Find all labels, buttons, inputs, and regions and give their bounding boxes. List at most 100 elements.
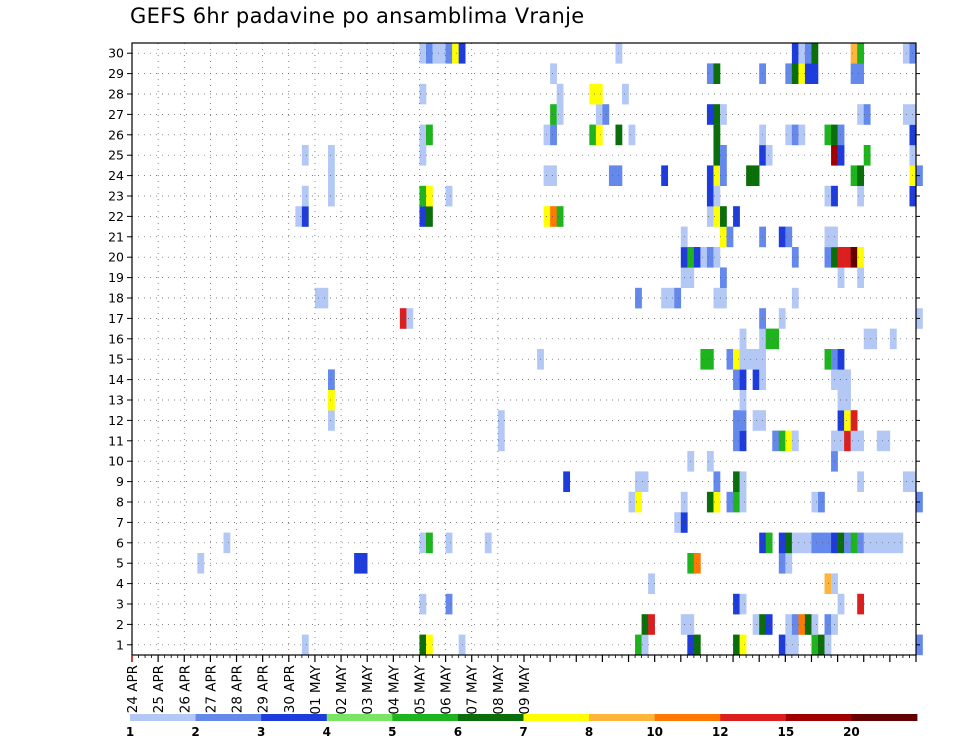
y-tick-label: 26 xyxy=(108,127,124,142)
heatmap-cell xyxy=(707,247,714,268)
heatmap-cell xyxy=(825,227,832,248)
x-tick-label: 05 MAY xyxy=(412,664,428,714)
y-tick-label: 14 xyxy=(108,372,124,387)
heatmap-cell xyxy=(740,349,747,370)
x-tick-label: 07 MAY xyxy=(465,664,481,714)
heatmap-cell xyxy=(707,165,714,186)
heatmap-cell xyxy=(354,553,361,574)
heatmap-cell xyxy=(766,614,773,635)
heatmap-cell xyxy=(740,471,747,492)
y-tick-label: 2 xyxy=(116,617,124,632)
heatmap-cell xyxy=(223,533,230,554)
heatmap-cell xyxy=(740,492,747,513)
heatmap-cell xyxy=(844,247,851,268)
chart-title: GEFS 6hr padavine po ansamblima Vranje xyxy=(130,4,584,28)
heatmap-cell xyxy=(720,206,727,227)
heatmap-cell xyxy=(602,104,609,125)
colorbar-label: 4 xyxy=(323,725,331,739)
heatmap-cell xyxy=(825,614,832,635)
heatmap-cell xyxy=(838,247,845,268)
heatmap-cell xyxy=(661,288,668,309)
y-tick-label: 1 xyxy=(116,637,124,652)
y-tick-label: 20 xyxy=(108,250,124,265)
heatmap-cell xyxy=(302,635,309,656)
colorbar-swatch xyxy=(524,714,590,721)
heatmap-cell xyxy=(766,533,773,554)
heatmap-cell xyxy=(825,533,832,554)
heatmap-cell xyxy=(720,227,727,248)
y-tick-label: 25 xyxy=(108,148,124,163)
heatmap-cell xyxy=(707,186,714,207)
heatmap-cell xyxy=(550,165,557,186)
heatmap-cell xyxy=(707,63,714,84)
heatmap-cell xyxy=(668,288,675,309)
y-tick-label: 18 xyxy=(108,291,124,306)
heatmap-cell xyxy=(883,533,890,554)
colorbar-swatch xyxy=(851,714,917,721)
heatmap-cell xyxy=(825,125,832,146)
heatmap-cell xyxy=(446,594,453,615)
heatmap-cell xyxy=(779,553,786,574)
heatmap-cell xyxy=(811,492,818,513)
colorbar-swatch xyxy=(589,714,655,721)
heatmap-cell xyxy=(844,390,851,411)
heatmap-cell xyxy=(766,329,773,350)
heatmap-cell xyxy=(720,288,727,309)
y-tick-label: 17 xyxy=(108,311,124,326)
heatmap-cell xyxy=(557,206,564,227)
heatmap-cell xyxy=(851,43,858,64)
heatmap-cell xyxy=(838,533,845,554)
heatmap-cell xyxy=(648,573,655,594)
heatmap-cell xyxy=(811,63,818,84)
heatmap-cell xyxy=(452,43,459,64)
heatmap-cell xyxy=(328,410,335,431)
colorbar-swatch xyxy=(327,714,393,721)
heatmap-cell xyxy=(596,104,603,125)
heatmap-cell xyxy=(589,84,596,105)
heatmap-cell xyxy=(818,492,825,513)
heatmap-cell xyxy=(700,349,707,370)
heatmap-cell xyxy=(772,329,779,350)
heatmap-cell xyxy=(779,533,786,554)
colorbar-label: 5 xyxy=(388,725,396,739)
heatmap-cell xyxy=(295,206,302,227)
heatmap-cell xyxy=(883,431,890,452)
colorbar-swatch xyxy=(720,714,786,721)
y-tick-label: 12 xyxy=(108,413,124,428)
heatmap-cell xyxy=(838,431,845,452)
colorbar-label: 1 xyxy=(126,725,134,739)
x-tick-label: 27 APR xyxy=(203,665,219,713)
y-tick-label: 11 xyxy=(108,433,124,448)
heatmap-cell xyxy=(589,125,596,146)
y-tick-label: 30 xyxy=(108,46,124,61)
heatmap-cell xyxy=(596,125,603,146)
colorbar-swatch xyxy=(196,714,262,721)
heatmap-cell xyxy=(740,390,747,411)
heatmap-cell xyxy=(825,186,832,207)
heatmap-cell xyxy=(772,431,779,452)
heatmap-cell xyxy=(302,186,309,207)
heatmap-cell xyxy=(446,43,453,64)
heatmap-cell xyxy=(707,104,714,125)
colorbar-swatch xyxy=(392,714,458,721)
heatmap-cell xyxy=(694,247,701,268)
heatmap-cell xyxy=(779,227,786,248)
heatmap-cell xyxy=(426,206,433,227)
heatmap-cell xyxy=(674,512,681,533)
heatmap-cell xyxy=(838,267,845,288)
y-tick-label: 22 xyxy=(108,209,124,224)
x-tick-label: 08 MAY xyxy=(491,664,507,714)
grid-layer xyxy=(132,43,916,655)
heatmap-cell xyxy=(818,533,825,554)
heatmap-cell xyxy=(426,186,433,207)
colorbar-label: 12 xyxy=(712,725,729,739)
y-tick-label: 9 xyxy=(116,474,124,489)
heatmap-cell xyxy=(328,165,335,186)
heatmap-cell xyxy=(838,349,845,370)
heatmap-cell xyxy=(825,349,832,370)
colorbar-swatch xyxy=(786,714,852,721)
y-tick-label: 10 xyxy=(108,454,124,469)
heatmap-cell xyxy=(648,614,655,635)
colorbar-swatch xyxy=(655,714,721,721)
